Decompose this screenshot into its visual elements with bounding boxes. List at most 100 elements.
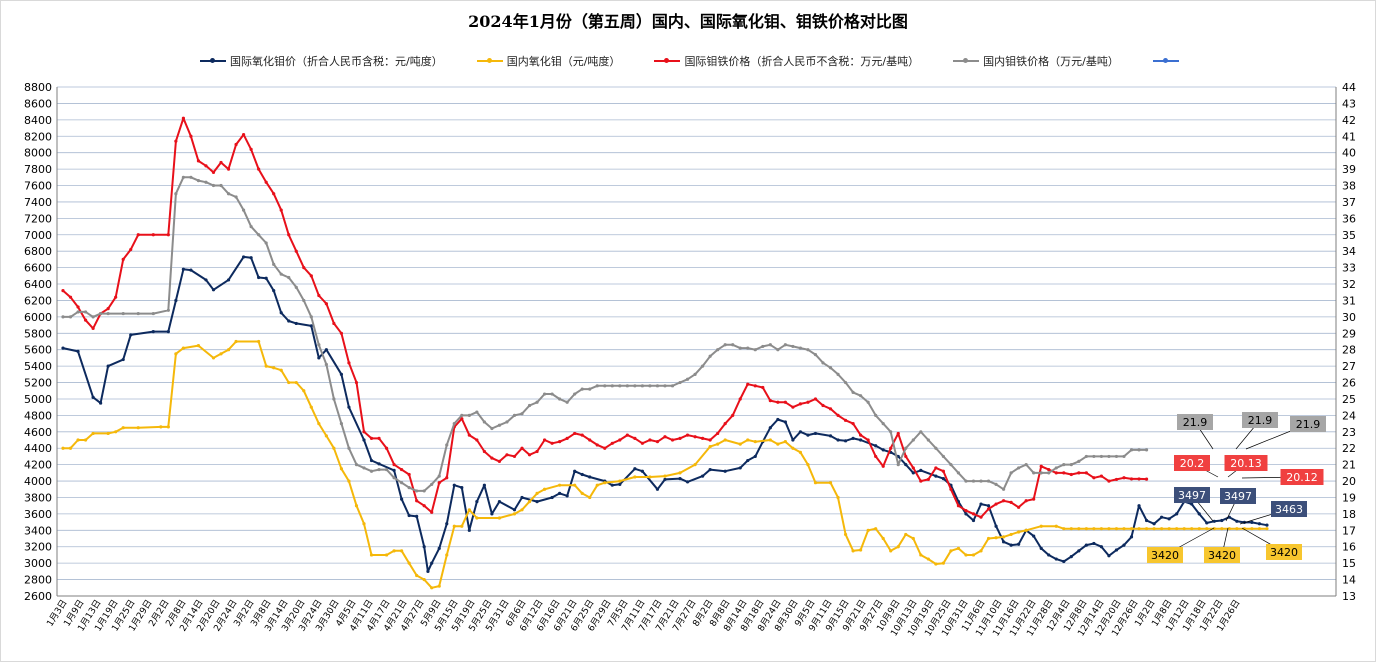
- legend-item: 国内氧化钼（元/吨度）: [476, 53, 620, 69]
- data-point: [934, 562, 938, 566]
- data-point: [1167, 517, 1171, 521]
- data-point: [956, 504, 961, 508]
- data-point: [1084, 471, 1088, 475]
- data-point: [828, 407, 833, 411]
- data-point: [1175, 527, 1179, 531]
- y-left-tick-label: 5200: [24, 377, 52, 390]
- data-point: [294, 380, 298, 385]
- data-point: [76, 305, 80, 309]
- data-point: [640, 384, 645, 388]
- data-point: [889, 446, 893, 450]
- data-point: [1152, 522, 1156, 526]
- data-point: [866, 400, 870, 404]
- data-point: [83, 310, 88, 314]
- data-point: [1099, 474, 1104, 478]
- data-point: [535, 491, 539, 495]
- data-point: [1129, 527, 1134, 531]
- data-point: [986, 507, 991, 511]
- data-point: [843, 532, 848, 537]
- data-point: [806, 463, 810, 467]
- data-point: [723, 421, 727, 426]
- data-point: [919, 468, 923, 472]
- data-label-box: [1174, 487, 1210, 503]
- data-point: [783, 420, 787, 424]
- data-point: [610, 483, 614, 487]
- data-point: [1205, 521, 1209, 525]
- data-point: [272, 192, 276, 196]
- data-point: [926, 438, 930, 442]
- data-point: [512, 508, 517, 512]
- data-point: [828, 366, 833, 370]
- data-point: [806, 400, 810, 404]
- data-point: [791, 405, 795, 409]
- data-point: [685, 433, 690, 437]
- data-point: [851, 549, 855, 553]
- data-point: [76, 438, 80, 442]
- data-point: [99, 311, 103, 316]
- y-right-tick-label: 29: [1342, 327, 1356, 340]
- data-point: [603, 384, 607, 388]
- data-point: [798, 346, 803, 350]
- y-left-tick-label: 4000: [24, 475, 52, 488]
- data-point: [527, 499, 532, 504]
- data-point: [422, 489, 426, 493]
- data-point: [1017, 466, 1021, 470]
- data-point: [911, 466, 915, 470]
- data-point: [204, 164, 208, 168]
- y-right-tick-label: 23: [1342, 426, 1356, 439]
- data-point: [234, 339, 238, 344]
- data-point: [136, 233, 140, 237]
- data-point: [1009, 471, 1013, 475]
- y-left-tick-label: 3400: [24, 524, 52, 537]
- data-point: [1114, 527, 1119, 531]
- data-point: [174, 352, 178, 356]
- data-point: [971, 479, 976, 483]
- data-point: [324, 362, 328, 367]
- data-point: [1114, 548, 1119, 552]
- y-right-tick-label: 27: [1342, 360, 1356, 373]
- data-point: [859, 394, 863, 398]
- data-point: [851, 421, 855, 426]
- data-point: [294, 321, 298, 326]
- data-point: [422, 504, 426, 508]
- data-point: [753, 440, 757, 444]
- data-point: [723, 469, 727, 473]
- data-point: [490, 426, 494, 431]
- data-point: [1062, 527, 1066, 531]
- data-point: [580, 387, 584, 391]
- data-point: [317, 356, 321, 360]
- data-point: [302, 266, 306, 270]
- legend-marker: [1162, 58, 1168, 63]
- data-point: [294, 285, 298, 289]
- data-point: [738, 466, 742, 470]
- data-point: [272, 366, 276, 370]
- data-point: [693, 463, 697, 467]
- data-point: [437, 584, 441, 588]
- data-point: [287, 275, 291, 280]
- data-point: [512, 454, 517, 459]
- y-right-tick-label: 13: [1342, 590, 1356, 603]
- data-point: [1009, 543, 1013, 547]
- data-point: [1107, 527, 1111, 531]
- data-point: [1039, 546, 1043, 550]
- y-right-tick-label: 14: [1342, 574, 1356, 587]
- data-point: [1175, 512, 1179, 516]
- y-right-tick-label: 24: [1342, 409, 1356, 422]
- data-point: [828, 481, 833, 485]
- data-point: [1197, 527, 1201, 531]
- data-point: [693, 435, 697, 439]
- data-point: [618, 482, 622, 486]
- data-point: [798, 402, 803, 406]
- data-point: [625, 384, 629, 388]
- data-point: [467, 413, 471, 417]
- data-point: [249, 147, 253, 151]
- data-label-box: [1280, 469, 1324, 485]
- data-point: [362, 438, 366, 442]
- y-left-tick-label: 7800: [24, 163, 52, 176]
- data-point: [219, 160, 223, 165]
- data-point: [633, 384, 637, 388]
- data-point: [91, 315, 95, 319]
- data-point: [663, 477, 667, 482]
- data-point: [512, 413, 517, 417]
- data-point: [527, 403, 532, 408]
